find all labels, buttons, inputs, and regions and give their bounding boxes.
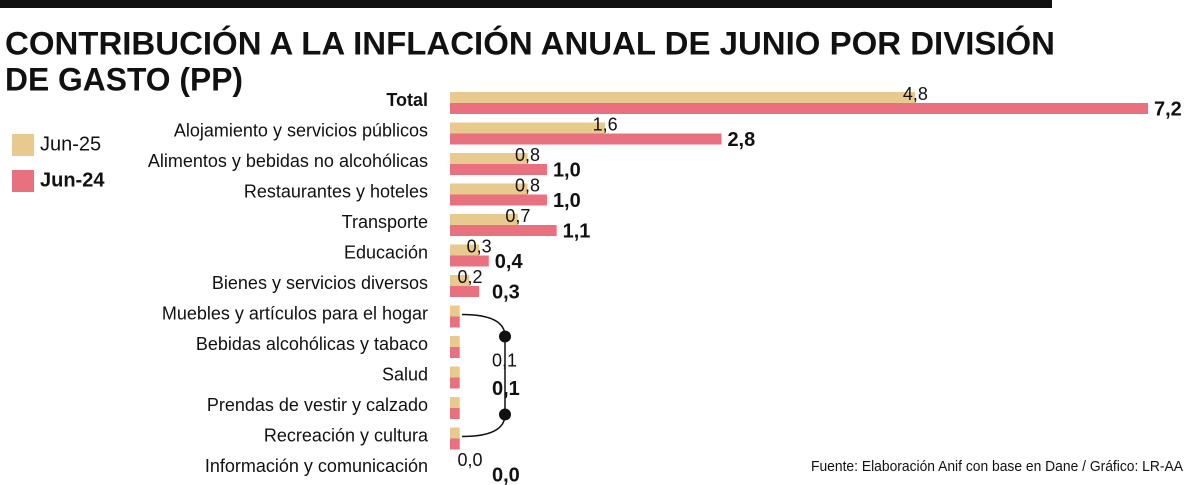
bracket-label: 0,1 — [492, 350, 517, 370]
bar — [450, 275, 470, 286]
value-label: 1,1 — [563, 220, 591, 242]
bar — [450, 244, 480, 256]
legend-swatch — [12, 170, 34, 192]
bar — [450, 122, 606, 134]
value-label: 7,2 — [1154, 98, 1182, 120]
bar — [450, 347, 460, 358]
bracket-dot — [499, 408, 511, 421]
value-label: 0,3 — [467, 236, 492, 256]
category-label: Información y comunicación — [205, 456, 428, 476]
legend-swatch — [12, 134, 34, 156]
value-label: 4,8 — [903, 84, 928, 104]
value-label: 1,0 — [553, 190, 581, 212]
top-rule — [0, 0, 1052, 8]
bar — [450, 153, 528, 164]
category-label: Transporte — [342, 212, 428, 232]
bar — [450, 397, 460, 408]
value-label: 0,8 — [515, 145, 540, 165]
value-label: 0,0 — [457, 450, 482, 470]
legend-label: Jun-25 — [40, 133, 101, 155]
bar — [450, 336, 460, 347]
category-label: Alimentos y bebidas no alcohólicas — [148, 151, 428, 171]
category-label: Total — [386, 90, 428, 110]
value-label: 1,6 — [593, 114, 618, 134]
value-label: 1,0 — [553, 159, 581, 181]
bar — [450, 377, 460, 389]
category-label: Recreación y cultura — [264, 425, 429, 445]
bar — [450, 286, 480, 297]
source: Fuente: Elaboración Anif con base en Dan… — [811, 458, 1183, 475]
value-label: 2,8 — [727, 129, 755, 151]
bracket — [461, 313, 506, 438]
bar — [450, 164, 547, 175]
category-label: Salud — [382, 364, 428, 384]
chart-title: CONTRIBUCIÓN A LA INFLACIÓN ANUAL DE JUN… — [5, 25, 1055, 61]
bar — [450, 408, 460, 419]
legend-label: Jun-24 — [40, 169, 105, 191]
bar — [450, 316, 460, 328]
category-label: Bebidas alcohólicas y tabaco — [196, 334, 428, 354]
bar — [450, 92, 916, 103]
bracket-label: 0,1 — [492, 378, 520, 400]
bracket-dot — [499, 330, 511, 343]
bar — [450, 427, 460, 439]
bar — [450, 438, 460, 450]
bar — [450, 255, 489, 267]
bar — [450, 214, 518, 225]
chart-title: DE GASTO (PP) — [5, 61, 243, 97]
bar — [450, 133, 722, 145]
category-label: Prendas de vestir y calzado — [207, 395, 428, 415]
value-label: 0,3 — [492, 281, 520, 303]
bar — [450, 183, 528, 195]
value-label: 0,2 — [457, 267, 482, 287]
bar — [450, 366, 460, 378]
bar — [450, 305, 460, 317]
category-label: Educación — [344, 242, 428, 262]
bar — [450, 194, 547, 206]
value-label: 0,8 — [515, 175, 540, 195]
bar — [450, 103, 1148, 114]
category-label: Alojamiento y servicios públicos — [174, 120, 428, 140]
value-label: 0,0 — [492, 464, 520, 485]
category-label: Muebles y artículos para el hogar — [162, 303, 428, 323]
category-label: Restaurantes y hoteles — [244, 181, 428, 201]
value-label: 0,7 — [505, 206, 530, 226]
value-label: 0,4 — [495, 251, 524, 273]
category-label: Bienes y servicios diversos — [212, 273, 428, 293]
bar — [450, 225, 557, 236]
